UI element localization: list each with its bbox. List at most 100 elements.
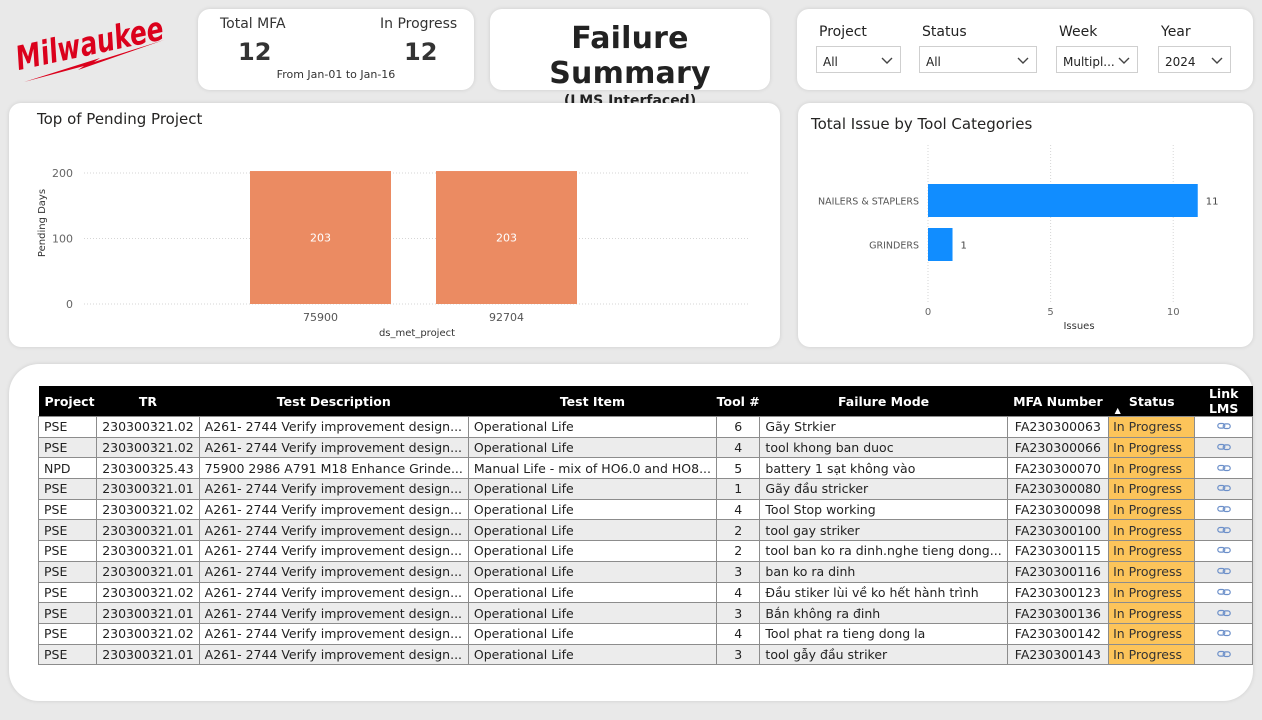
bar-nailers-staplers (928, 184, 1198, 217)
table-row[interactable]: PSE 230300321.01 A261- 2744 Verify improve… (37, 478, 1253, 500)
col-header-status[interactable]: Status ▲ (1108, 386, 1195, 417)
week-filter-dropdown[interactable]: Multipl... (1056, 46, 1138, 73)
link-icon[interactable] (1216, 421, 1231, 431)
cell-status: In Progress (1108, 416, 1196, 438)
table-row[interactable]: PSE 230300321.01 A261- 2744 Verify improve… (37, 540, 1253, 562)
year-filter-dropdown[interactable]: 2024 (1158, 46, 1231, 73)
project-filter-dropdown[interactable]: All (816, 46, 901, 73)
cell-failure-mode: Tool Stop working (759, 498, 1008, 521)
link-icon[interactable] (1216, 566, 1231, 576)
link-icon[interactable] (1216, 587, 1231, 597)
cell-tr: 230300321.02 (96, 581, 200, 604)
cell-link-lms[interactable] (1194, 602, 1253, 624)
table-row[interactable]: PSE 230300321.01 A261- 2744 Verify improve… (37, 643, 1253, 666)
table-row[interactable]: PSE 230300321.01 A261- 2744 Verify improve… (37, 560, 1253, 583)
table-row[interactable]: PSE 230300321.02 A261- 2744 Verify improve… (37, 416, 1253, 438)
cell-project: PSE (37, 643, 98, 666)
link-icon[interactable] (1216, 463, 1231, 473)
cell-status: In Progress (1108, 478, 1196, 500)
status-filter-dropdown[interactable]: All (919, 46, 1037, 73)
cell-test-description: A261- 2744 Verify improvement design... (198, 560, 469, 583)
cell-tr: 230300325.43 (96, 457, 200, 480)
cell-mfa-number: FA230300098 (1006, 498, 1110, 521)
cell-status: In Progress (1108, 643, 1196, 666)
link-icon[interactable] (1216, 628, 1231, 638)
chevron-down-icon (1211, 57, 1223, 64)
bar-75900 (250, 171, 391, 304)
cell-link-lms[interactable] (1194, 560, 1253, 583)
table-row[interactable]: PSE 230300321.02 A261- 2744 Verify improve… (37, 581, 1253, 604)
cell-link-lms[interactable] (1194, 457, 1253, 480)
col-header-project[interactable]: Project (38, 386, 97, 417)
in-progress-value: 12 (404, 38, 438, 66)
link-icon[interactable] (1216, 504, 1231, 514)
link-icon[interactable] (1216, 442, 1231, 452)
tool-category-chart: 0 5 10 NAILERS & STAPLERS 11 GRINDERS 1 Issues (818, 145, 1219, 332)
link-icon[interactable] (1216, 649, 1231, 659)
cell-link-lms[interactable] (1194, 436, 1253, 459)
date-range: From Jan-01 to Jan-16 (276, 68, 396, 81)
title-card: Failure Summary (LMS Interfaced) (490, 9, 770, 109)
cell-mfa-number: FA230300100 (1006, 519, 1110, 542)
x-tick-label: 75900 (303, 311, 338, 324)
bar-data-label: 11 (1206, 197, 1219, 208)
cell-test-description: A261- 2744 Verify improvement design... (198, 498, 469, 521)
cell-link-lms[interactable] (1194, 581, 1253, 604)
link-icon[interactable] (1216, 608, 1231, 618)
cell-link-lms[interactable] (1194, 622, 1253, 645)
cell-test-item: Operational Life (467, 540, 718, 562)
week-filter-label: Week (1059, 24, 1098, 40)
cell-test-description: A261- 2744 Verify improvement design... (198, 540, 469, 562)
cell-test-description: A261- 2744 Verify improvement design... (198, 622, 469, 645)
status-filter-value: All (926, 55, 941, 69)
col-header-link-lms[interactable]: Link LMS (1194, 386, 1253, 417)
cell-test-item: Operational Life (467, 643, 718, 666)
cell-link-lms[interactable] (1194, 519, 1253, 542)
project-filter-label: Project (819, 24, 867, 40)
cell-tool-number: 4 (715, 622, 761, 645)
table-row[interactable]: PSE 230300321.01 A261- 2744 Verify improve… (37, 519, 1253, 542)
cell-failure-mode: Bắn không ra đinh (759, 602, 1008, 624)
cell-project: PSE (37, 519, 98, 542)
cell-status: In Progress (1108, 622, 1196, 645)
x-tick-label: 92704 (489, 311, 524, 324)
table-row[interactable]: PSE 230300321.02 A261- 2744 Verify improve… (37, 498, 1253, 521)
x-tick-label: 0 (925, 307, 931, 318)
table-row[interactable]: PSE 230300321.02 A261- 2744 Verify improve… (37, 622, 1253, 645)
logo-wordmark: Milwaukee (14, 10, 167, 78)
in-progress-label: In Progress (380, 16, 458, 32)
sort-ascending-icon[interactable]: ▲ (1114, 406, 1121, 415)
x-tick-label: 5 (1047, 307, 1053, 318)
col-header-test-description[interactable]: Test Description (199, 386, 469, 417)
link-icon[interactable] (1216, 545, 1231, 555)
cell-tool-number: 5 (715, 457, 761, 480)
col-header-test-item[interactable]: Test Item (468, 386, 717, 417)
col-header-tool-number[interactable]: Tool # (716, 386, 760, 417)
link-icon[interactable] (1216, 483, 1231, 493)
col-header-failure-mode[interactable]: Failure Mode (759, 386, 1008, 417)
milwaukee-logo: Milwaukee (12, 9, 174, 86)
cell-link-lms[interactable] (1194, 643, 1253, 666)
col-header-tr[interactable]: TR (96, 386, 200, 417)
cell-link-lms[interactable] (1194, 540, 1253, 562)
logo-lightning-swoosh (24, 40, 164, 82)
cell-link-lms[interactable] (1194, 416, 1253, 438)
cell-mfa-number: FA230300116 (1006, 560, 1110, 583)
table-row[interactable]: NPD 230300325.43 75900 2986 A791 M18 Enhan… (37, 457, 1253, 480)
cell-link-lms[interactable] (1194, 478, 1253, 500)
cell-status: In Progress (1108, 519, 1196, 542)
cell-project: PSE (37, 416, 98, 438)
y-tick-label: GRINDERS (869, 241, 919, 252)
bar-grinders (928, 228, 953, 261)
col-header-mfa-number[interactable]: MFA Number (1007, 386, 1109, 417)
cell-test-description: 75900 2986 A791 M18 Enhance Grinde... (198, 457, 469, 480)
year-filter-value: 2024 (1165, 55, 1196, 69)
cell-link-lms[interactable] (1194, 498, 1253, 521)
cell-tool-number: 2 (715, 519, 761, 542)
cell-failure-mode: tool gẫy đầu striker (759, 643, 1008, 666)
table-row[interactable]: PSE 230300321.01 A261- 2744 Verify improve… (37, 602, 1253, 624)
link-icon[interactable] (1216, 525, 1231, 535)
cell-test-item: Operational Life (467, 602, 718, 624)
table-row[interactable]: PSE 230300321.02 A261- 2744 Verify improve… (37, 436, 1253, 459)
cell-test-item: Manual Life - mix of HO6.0 and HO8... (467, 457, 718, 480)
